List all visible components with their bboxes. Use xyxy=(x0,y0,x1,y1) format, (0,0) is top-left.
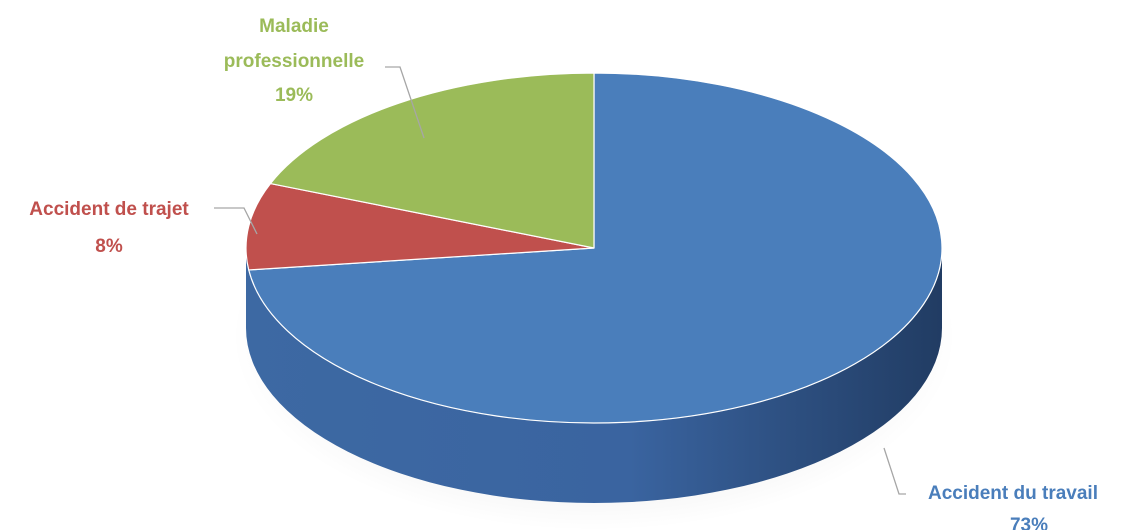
leader-maladie-professionnelle xyxy=(385,66,425,139)
label-accident-du-travail-value: 73% xyxy=(1010,515,1048,530)
leader-accident-du-travail xyxy=(883,447,906,495)
slice-maladie-professionnelle xyxy=(269,72,595,249)
slice-accident-de-trajet xyxy=(245,182,595,271)
slice-side-accident-du-travail xyxy=(246,248,942,503)
label-accident-de-trajet-value: 8% xyxy=(95,236,123,257)
leader-accident-de-trajet xyxy=(214,207,258,235)
label-maladie-professionnelle-value: 19% xyxy=(275,85,313,106)
label-maladie-professionnelle-name: professionnelle xyxy=(224,51,364,72)
label-accident-de-trajet-name: Accident de trajet xyxy=(29,199,189,220)
pie-rim xyxy=(245,72,943,424)
slice-accident-du-travail xyxy=(248,72,943,424)
label-maladie-professionnelle-name: Maladie xyxy=(259,16,329,37)
label-accident-du-travail-name: Accident du travail xyxy=(928,483,1098,504)
